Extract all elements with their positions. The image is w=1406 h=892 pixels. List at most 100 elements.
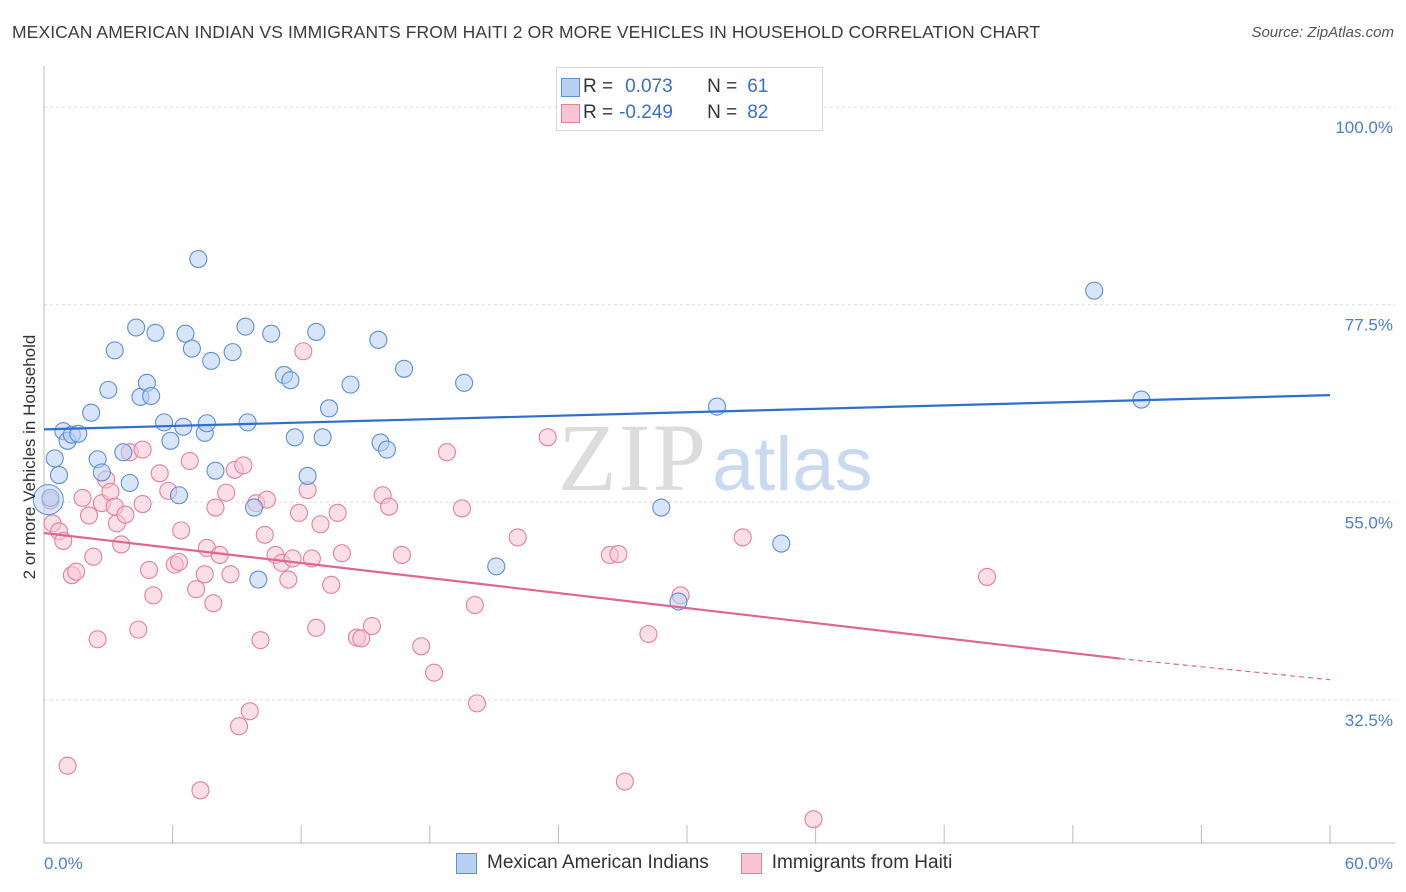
legend-item-immigrants-from-haiti: Immigrants from Haiti <box>740 852 952 874</box>
haiti-point-21 <box>139 560 159 579</box>
mexican-american-indian-point-7 <box>82 403 101 422</box>
mexican-american-indian-point-17 <box>142 386 161 406</box>
svg-text:ZIP: ZIP <box>558 404 708 511</box>
haiti-point-73 <box>639 624 658 644</box>
haiti-point-22 <box>144 586 163 605</box>
mexican-american-indian-points <box>32 96 1151 611</box>
mexican-american-indian-point-29 <box>206 461 225 480</box>
haiti-point-69 <box>538 428 557 447</box>
haiti-point-19 <box>129 620 148 639</box>
x-tick-label-0: 0.0% <box>44 854 83 873</box>
legend-item-mexican-american-indians: Mexican American Indians <box>456 852 709 874</box>
mexican-american-indian-point-34 <box>249 570 268 589</box>
haiti-point-78 <box>133 440 152 459</box>
axes <box>43 66 1395 844</box>
haiti-point-76 <box>804 810 823 829</box>
legend-row-series2: R = -0.249 N = 82 <box>561 100 768 126</box>
mexican-american-indian-point-49 <box>487 557 506 576</box>
haiti-point-27 <box>172 521 191 540</box>
haiti-point-10 <box>88 630 107 649</box>
mexican-american-indian-point-25 <box>189 249 208 269</box>
haiti-point-79 <box>206 498 225 517</box>
mexican-american-indian-point-23 <box>176 324 195 343</box>
y-axis-label: 2 or more Vehicles in Household <box>20 335 39 580</box>
mexican-american-indian-point-10 <box>99 380 118 399</box>
mexican-american-indian-point-14 <box>127 318 146 337</box>
haiti-point-66 <box>465 595 484 615</box>
haiti-point-13 <box>101 482 120 501</box>
mexican-american-indian-point-60 <box>772 534 791 553</box>
x-tick-labels: 0.0% 60.0% <box>44 854 1393 873</box>
haiti-point-35 <box>217 483 236 502</box>
mexican-american-indian-point-38 <box>285 428 304 447</box>
mexican-american-indian-point-35 <box>262 324 281 343</box>
haiti-point-68 <box>508 528 527 547</box>
haiti-point-31 <box>195 565 214 584</box>
haiti-point-58 <box>362 617 381 636</box>
y-tick-label-3: 100.0% <box>1335 118 1393 137</box>
haiti-point-65 <box>452 499 472 518</box>
x-tick-label-1: 60.0% <box>1345 854 1393 873</box>
haiti-point-6 <box>67 562 86 581</box>
mexican-american-indian-point-30 <box>223 343 242 362</box>
haiti-point-49 <box>294 342 313 361</box>
mexican-american-indian-point-24 <box>182 339 201 358</box>
legend-swatch-pink <box>740 852 762 874</box>
mexican-american-indian-point-11 <box>105 341 124 360</box>
trend-line-haiti-extension <box>1119 657 1331 681</box>
haiti-point-28 <box>180 451 199 471</box>
trend-line-mexican-american-indians <box>43 394 1331 431</box>
mexican-american-indian-point-21 <box>169 486 189 505</box>
mexican-american-indian-point-9 <box>92 463 111 482</box>
legend-row-series1: R = 0.073 N = 61 <box>561 74 768 100</box>
legend-r-value-1: 0.073 <box>625 76 673 97</box>
haiti-point-20 <box>133 494 152 514</box>
haiti-point-52 <box>311 515 330 534</box>
haiti-point-9 <box>84 547 103 566</box>
legend-r-value-2: -0.249 <box>619 102 673 123</box>
chart-title: MEXICAN AMERICAN INDIAN VS IMMIGRANTS FR… <box>12 22 1041 42</box>
mexican-american-indian-point-48 <box>455 373 474 392</box>
mexican-american-indian-point-1 <box>45 449 64 468</box>
haiti-point-72 <box>615 772 634 791</box>
legend-n-label: N = <box>707 76 738 97</box>
mexican-american-indian-point-43 <box>341 375 360 394</box>
y-tick-labels: 32.5% 55.0% 77.5% 100.0% <box>1335 118 1393 730</box>
haiti-point-55 <box>332 544 351 563</box>
haiti-points <box>41 342 997 829</box>
mexican-american-indian-point-27 <box>197 414 216 433</box>
haiti-point-63 <box>425 663 444 682</box>
correlation-legend: R = 0.073 N = 61 R = -0.249 N = 82 <box>556 67 823 131</box>
legend-swatch-pink <box>561 104 580 123</box>
mexican-american-indian-point-57 <box>652 498 671 517</box>
mexican-american-indian-point-18 <box>146 323 165 342</box>
haiti-point-61 <box>392 545 411 565</box>
mexican-american-indian-point-20 <box>161 431 180 450</box>
haiti-point-8 <box>79 506 99 525</box>
y-tick-label-1: 55.0% <box>1345 513 1393 532</box>
haiti-point-40 <box>240 702 259 721</box>
haiti-point-75 <box>733 528 752 547</box>
mexican-american-indian-point-47 <box>395 359 414 378</box>
source-credit: Source: ZipAtlas.com <box>1251 24 1394 41</box>
legend-label-series1: Mexican American Indians <box>487 852 709 873</box>
haiti-point-33 <box>204 594 223 613</box>
haiti-point-64 <box>437 443 456 462</box>
mexican-american-indian-point-32 <box>238 413 257 432</box>
legend-swatch-blue <box>456 852 477 874</box>
legend-r-label: R = <box>583 76 614 97</box>
mexican-american-indian-point-37 <box>281 371 300 390</box>
y-tick-label-0: 32.5% <box>1345 711 1393 730</box>
mexican-american-indian-point-28 <box>202 351 221 370</box>
mexican-american-indian-point-12 <box>114 443 133 462</box>
mexican-american-indian-point-41 <box>313 428 332 447</box>
series-legend: Mexican American Indians Immigrants from… <box>456 852 984 874</box>
haiti-point-23 <box>150 464 169 483</box>
haiti-point-16 <box>112 535 131 554</box>
haiti-point-48 <box>290 503 309 522</box>
haiti-point-53 <box>322 575 341 594</box>
haiti-point-57 <box>352 629 371 648</box>
haiti-point-4 <box>58 756 77 775</box>
mexican-american-indian-point-40 <box>307 322 326 341</box>
